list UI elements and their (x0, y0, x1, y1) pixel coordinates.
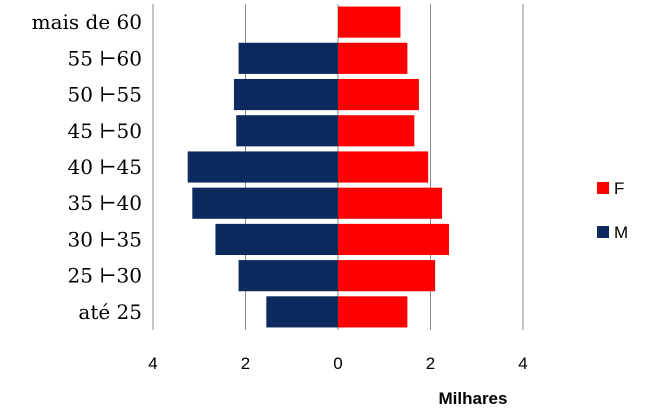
bar-f (338, 115, 415, 147)
category-label: mais de 60 (32, 10, 142, 34)
category-label: até 25 (78, 300, 142, 324)
legend-label-f: F (614, 179, 624, 198)
category-label: 45 ⊢50 (68, 119, 142, 143)
bar-f (338, 260, 436, 292)
x-axis-title: Milhares (439, 389, 508, 408)
bar-f (338, 151, 429, 183)
bar-m (266, 296, 338, 328)
category-label: 40 ⊢45 (68, 155, 142, 179)
legend-swatch-m (597, 226, 609, 238)
bars (187, 6, 449, 328)
bar-f (338, 223, 449, 256)
x-tick-label: 0 (333, 354, 342, 373)
bar-f (338, 187, 443, 219)
bar-f (338, 78, 419, 111)
legend-label-m: M (614, 223, 628, 242)
bar-f (338, 296, 408, 328)
x-tick-labels: 4 2 0 2 4 (148, 354, 527, 373)
bar-m (233, 78, 338, 111)
x-tick-label: 4 (148, 354, 157, 373)
bar-m (187, 151, 338, 183)
category-label: 50 ⊢55 (68, 83, 142, 107)
x-tick-label: 2 (241, 354, 250, 373)
bar-m (192, 187, 338, 219)
x-tick-label: 4 (518, 354, 527, 373)
category-label: 30 ⊢35 (68, 227, 142, 251)
bar-m (236, 115, 338, 147)
category-label: 55 ⊢60 (68, 46, 142, 70)
x-tick-label: 2 (426, 354, 435, 373)
bar-m (238, 42, 338, 74)
category-label: 35 ⊢40 (68, 191, 142, 215)
bar-m (238, 260, 338, 292)
bar-m (215, 223, 338, 256)
legend-swatch-f (597, 182, 609, 194)
bar-f (338, 6, 401, 38)
category-label: 25 ⊢30 (68, 264, 142, 288)
category-labels: até 25 25 ⊢30 30 ⊢35 35 ⊢40 40 ⊢45 45 ⊢50 50 ⊢… (32, 10, 142, 324)
bar-f (338, 42, 408, 74)
legend: FM (597, 179, 628, 242)
